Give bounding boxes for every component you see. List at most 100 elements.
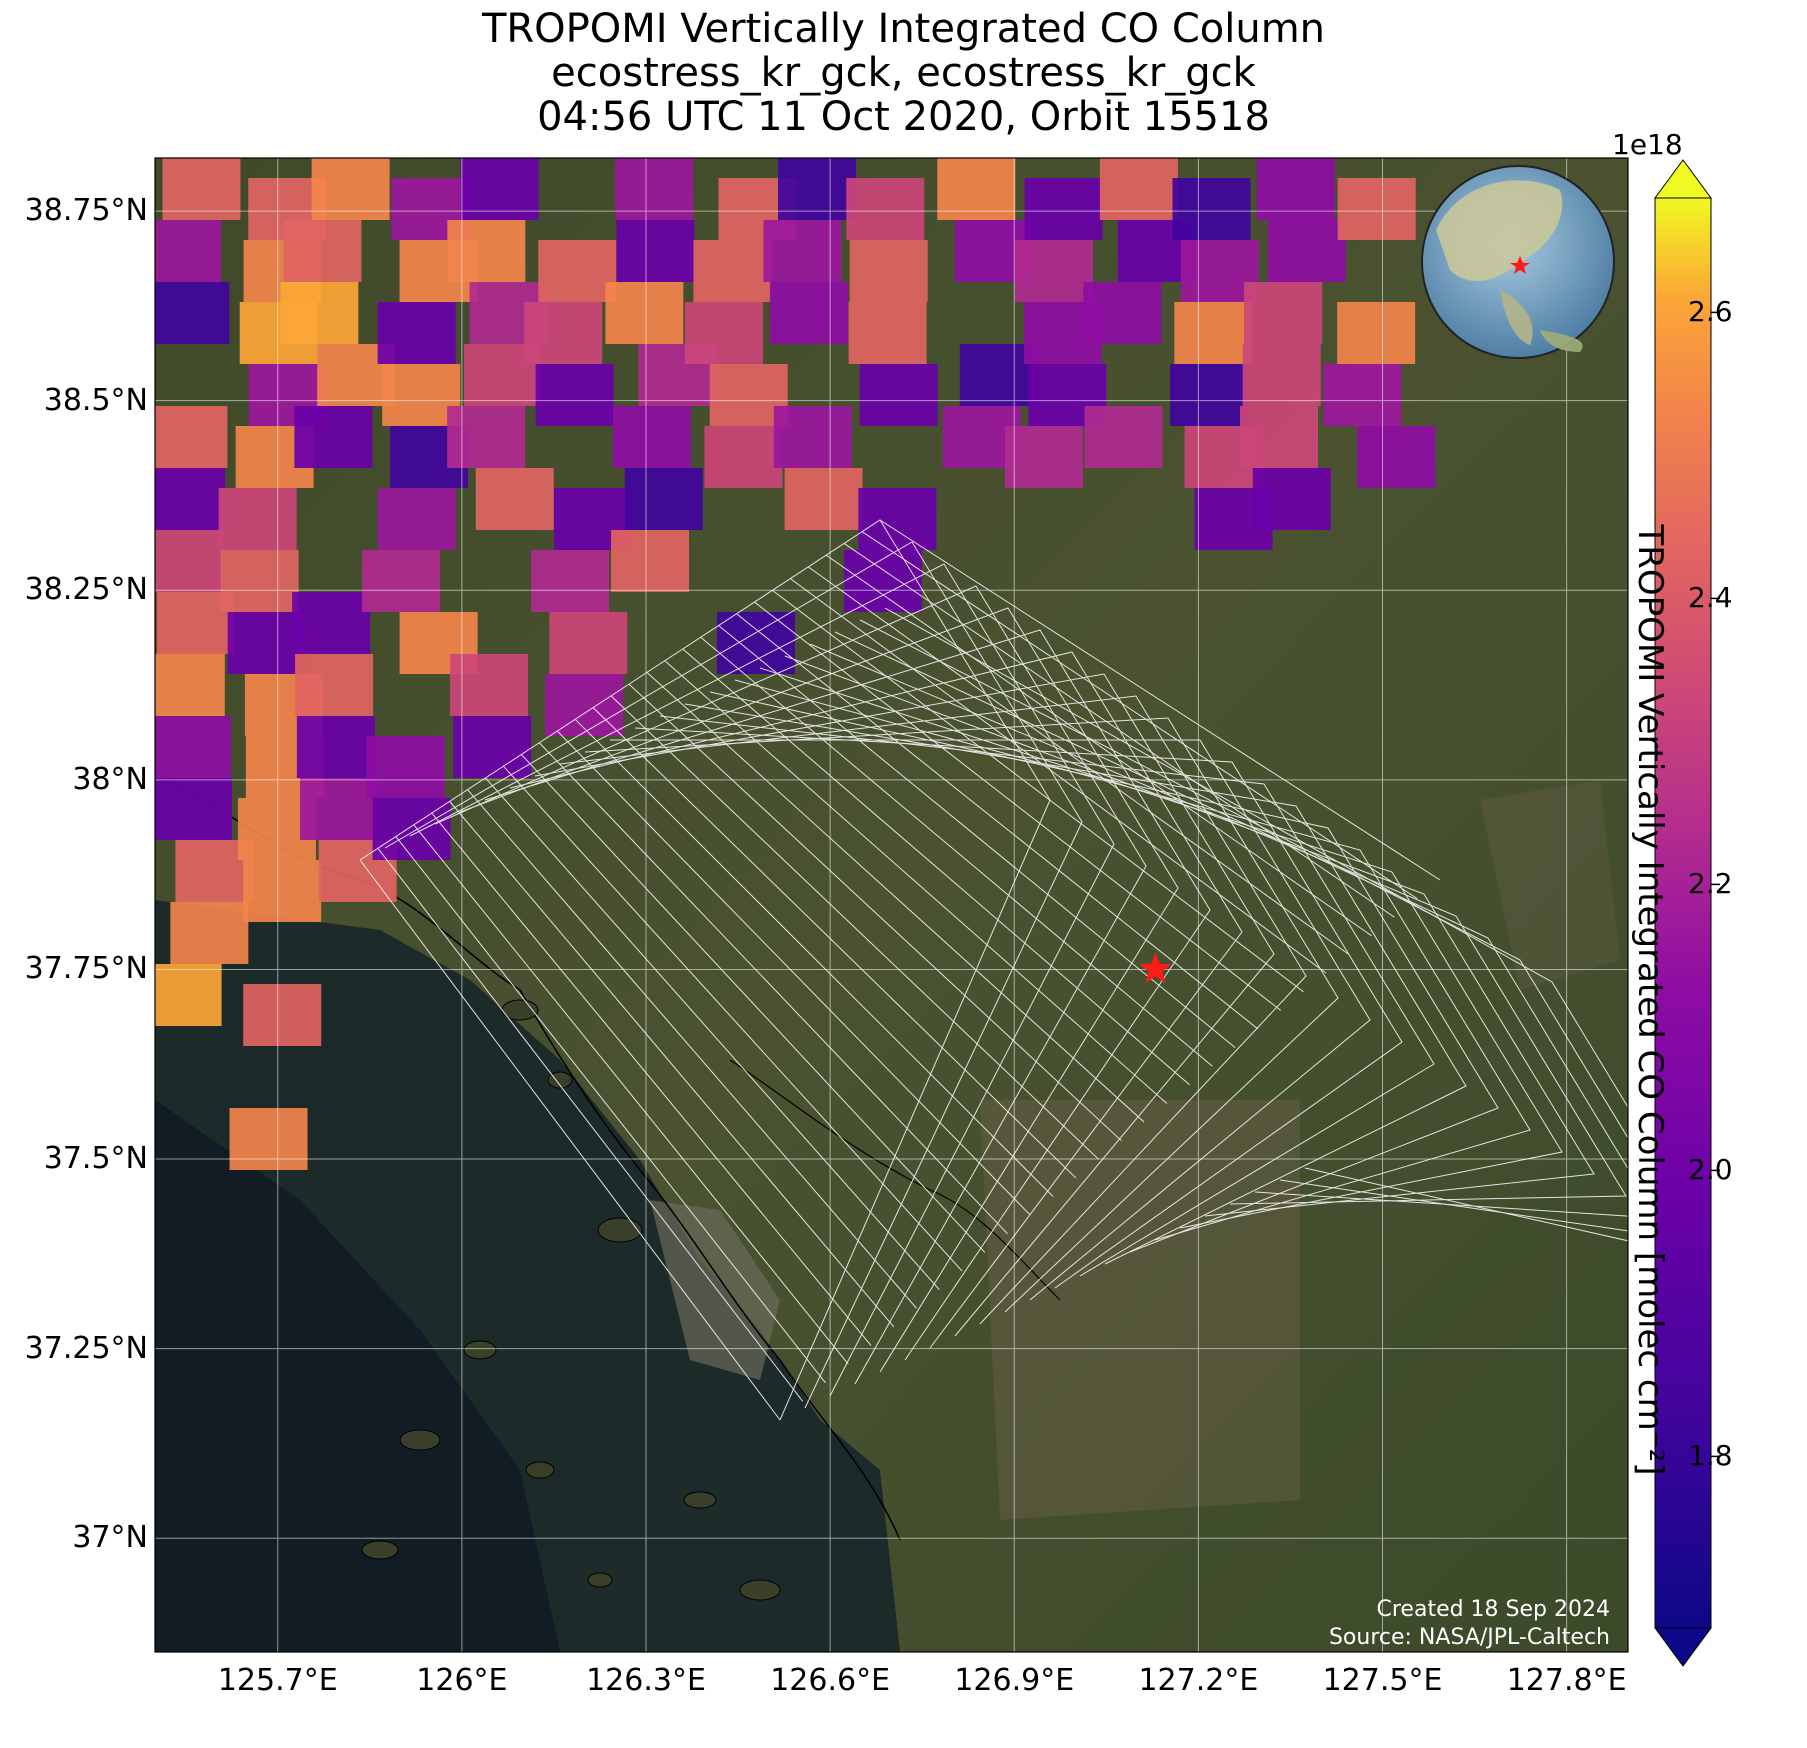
footprint-scanline <box>859 619 1628 1232</box>
footprint-scanline <box>434 585 1147 1385</box>
footprint-crossline <box>592 707 1077 1179</box>
co-pixel <box>1174 302 1253 364</box>
co-pixel <box>1172 178 1251 240</box>
footprint-crossline <box>359 859 781 1421</box>
co-pixel <box>531 550 610 612</box>
co-pixel <box>155 220 222 282</box>
co-pixel <box>162 158 241 220</box>
footprint-scanline <box>884 607 1628 1242</box>
target-star-marker <box>1139 952 1172 984</box>
co-pixel <box>475 468 554 530</box>
lat-tick-label: 37°N <box>72 1520 148 1556</box>
co-pixel <box>155 654 225 716</box>
co-pixel <box>1256 158 1335 220</box>
islands <box>361 999 781 1601</box>
chart-time-orbit: 04:56 UTC 11 Oct 2020, Orbit 15518 <box>537 94 1270 140</box>
footprint-scanline <box>559 695 1307 1325</box>
lon-tick-label: 127.8°E <box>1506 1663 1627 1698</box>
co-pixel <box>858 488 937 550</box>
co-pixel <box>716 612 795 674</box>
lat-tick-label: 37.5°N <box>43 1141 148 1177</box>
co-pixel <box>170 902 249 964</box>
co-pixel <box>362 550 441 612</box>
colorbar-body <box>1654 197 1712 1629</box>
co-pixel <box>849 240 928 302</box>
co-pixel <box>846 178 925 240</box>
co-pixel <box>538 240 617 302</box>
co-pixel <box>218 488 297 550</box>
lat-tick-label: 38.75°N <box>24 193 148 229</box>
map-frame <box>154 157 1629 1653</box>
footprint-crossline <box>413 824 849 1365</box>
co-pixel <box>377 488 456 550</box>
co-pixel <box>1014 240 1093 302</box>
co-pixel <box>784 468 863 530</box>
co-pixel <box>535 364 614 426</box>
footprint-crossline <box>610 695 1099 1160</box>
data-source: Source: NASA/JPL-Caltech <box>1328 1625 1610 1650</box>
co-pixel <box>229 1108 308 1170</box>
footprint-crossline <box>538 742 1008 1235</box>
footprint-crossline <box>431 812 872 1346</box>
island <box>361 1540 399 1560</box>
lon-tick-label: 127.2°E <box>1138 1663 1259 1698</box>
inset-globe <box>1421 165 1615 359</box>
colorbar-label: TROPOMI Vertically Integrated CO Column … <box>1630 524 1670 1476</box>
island <box>525 1461 555 1479</box>
lon-tick-label: 126.6°E <box>770 1663 891 1698</box>
footprint-scanline <box>734 679 1531 1241</box>
lon-tick-label: 126.3°E <box>586 1663 706 1698</box>
gridlines <box>155 158 1628 1652</box>
colorbar <box>1654 159 1720 1667</box>
footprint-crossline <box>664 660 1168 1104</box>
footprint-crossline <box>825 554 1373 937</box>
footprint-crossline <box>861 531 1418 900</box>
co-pixel <box>447 220 526 282</box>
colorbar-tick-label: 2.4 <box>1688 581 1733 615</box>
footprint-scanline <box>484 629 1211 1361</box>
co-pixel <box>155 964 222 1026</box>
footprint-crossline <box>772 589 1304 993</box>
footprint-scanline <box>834 631 1628 1217</box>
co-pixel <box>615 158 694 220</box>
colorbar-extend-min <box>1654 1627 1712 1667</box>
co-pixel <box>1240 406 1319 468</box>
island <box>597 1217 643 1243</box>
lat-tick-label: 38.25°N <box>24 572 148 608</box>
co-pixel <box>1084 406 1163 468</box>
island <box>683 1491 717 1509</box>
footprint-crossline <box>807 566 1350 955</box>
co-pixel <box>155 282 230 344</box>
footprint-crossline <box>377 847 804 1402</box>
co-pixel <box>1267 220 1346 282</box>
co-pixel <box>777 158 856 220</box>
co-pixel <box>693 240 772 302</box>
co-pixel <box>243 984 322 1046</box>
colorbar-tick-label: 1.8 <box>1688 1439 1733 1473</box>
co-pixel <box>1242 344 1321 406</box>
co-pixel <box>372 798 451 860</box>
footprint-scanline <box>759 667 1563 1229</box>
co-pixel <box>1337 178 1416 240</box>
co-pixel <box>366 736 445 798</box>
co-pixel <box>859 364 938 426</box>
footprint-scanline <box>534 673 1275 1337</box>
co-pixel <box>450 654 529 716</box>
footprint-crossline <box>682 648 1190 1086</box>
footprint-scanline <box>509 651 1243 1349</box>
co-pixel <box>848 302 927 364</box>
created-date: Created 18 Sep 2024 <box>1376 1597 1611 1622</box>
island <box>739 1579 781 1601</box>
footprint-scanline <box>384 541 1083 1409</box>
colorbar-tick-label: 2.2 <box>1688 867 1733 901</box>
island <box>587 1572 613 1588</box>
footprint-crossline <box>790 578 1327 974</box>
co-pixel <box>447 406 526 468</box>
island <box>463 1340 497 1360</box>
lat-tick-label: 37.75°N <box>24 951 148 987</box>
co-pixel <box>1083 282 1162 344</box>
co-pixel <box>296 716 375 778</box>
co-pixel <box>155 778 233 840</box>
co-pixel <box>616 220 695 282</box>
